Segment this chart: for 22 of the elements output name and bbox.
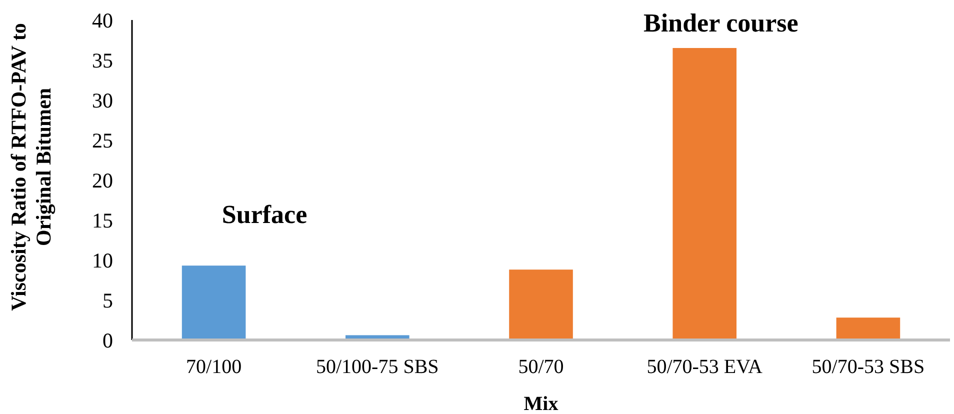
y-tick-label: 40 bbox=[92, 8, 113, 32]
y-tick-label: 0 bbox=[102, 328, 113, 352]
bar bbox=[509, 270, 573, 340]
x-tick-label: 50/100-75 SBS bbox=[316, 356, 439, 378]
y-tick-label: 20 bbox=[92, 168, 113, 192]
y-axis-title: Viscosity Ratio of RTFO-PAV to Original Bitumen bbox=[6, 23, 56, 311]
y-tick-label: 35 bbox=[92, 48, 113, 72]
y-tick-label: 10 bbox=[92, 248, 113, 272]
bar bbox=[672, 48, 736, 340]
x-axis-title: Mix bbox=[524, 393, 558, 414]
y-tick-label: 25 bbox=[92, 128, 113, 152]
y-tick-label: 30 bbox=[92, 88, 113, 112]
x-tick-label: 50/70 bbox=[518, 356, 564, 378]
x-tick-label: 50/70-53 EVA bbox=[646, 356, 764, 378]
annotation: Surface bbox=[222, 200, 308, 230]
x-tick-label: 70/100 bbox=[186, 356, 242, 378]
bar bbox=[836, 318, 900, 340]
x-tick-label: 50/70-53 SBS bbox=[812, 356, 925, 378]
y-tick-label: 5 bbox=[102, 288, 113, 312]
annotation: Binder course bbox=[644, 8, 798, 38]
y-tick-label: 15 bbox=[92, 208, 113, 232]
bar bbox=[182, 266, 246, 340]
